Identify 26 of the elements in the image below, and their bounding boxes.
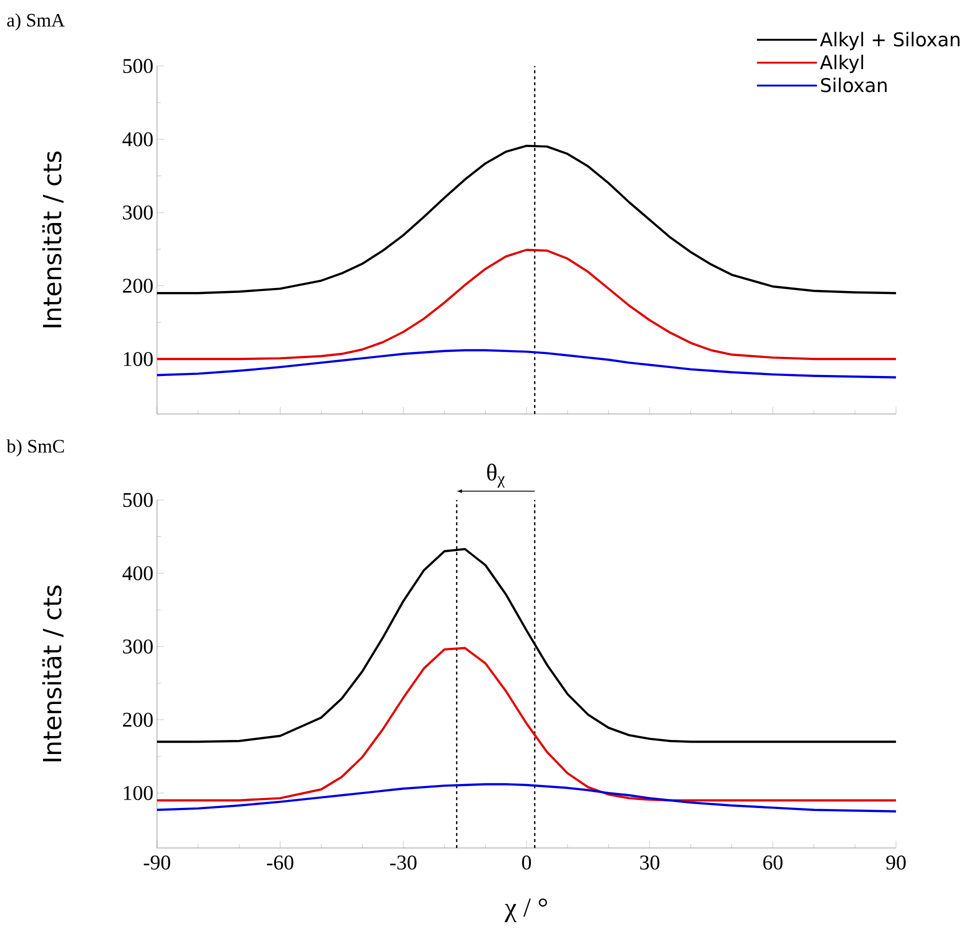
x-tick-label: 60 xyxy=(763,856,783,870)
legend-label: Alkyl xyxy=(820,54,864,74)
x-tick-label: 30 xyxy=(640,856,660,870)
y-tick-label: 500 xyxy=(123,58,153,74)
x-tick-label: -30 xyxy=(390,856,416,870)
x-axis-title: χ / ° xyxy=(504,898,547,922)
y-tick-label: 100 xyxy=(124,352,153,366)
y-tick-label: 500 xyxy=(123,492,153,508)
x-tick-label: -60 xyxy=(267,856,294,870)
y-tick-label: 100 xyxy=(124,786,153,800)
chart-title: b) SmC xyxy=(6,439,64,456)
y-axis-title: Intensität / cts xyxy=(42,152,64,328)
y-tick-label: 200 xyxy=(123,712,153,727)
y-tick-label: 400 xyxy=(122,132,153,146)
x-tick-label: -90 xyxy=(144,856,170,870)
y-tick-label: 200 xyxy=(123,278,153,293)
x-tick-label: 90 xyxy=(886,856,906,870)
y-tick-label: 300 xyxy=(123,205,153,220)
y-axis-title: Intensität / cts xyxy=(42,586,64,762)
chart-title: a) SmA xyxy=(7,13,65,30)
y-tick-label: 400 xyxy=(122,566,153,580)
legend-label: Siloxan xyxy=(821,78,887,92)
x-tick-label: 0 xyxy=(522,856,531,870)
legend-label: Alkyl + Siloxan xyxy=(820,32,960,50)
y-tick-label: 300 xyxy=(123,639,153,654)
text: θ$_{χ}$ xyxy=(487,464,505,488)
